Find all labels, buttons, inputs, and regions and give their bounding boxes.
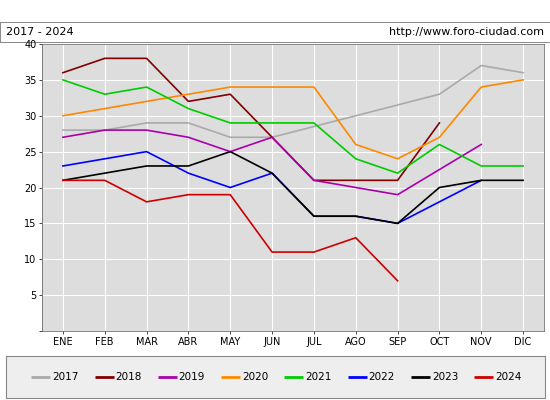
Text: 2019: 2019 xyxy=(179,372,205,382)
Text: 2020: 2020 xyxy=(242,372,268,382)
Text: http://www.foro-ciudad.com: http://www.foro-ciudad.com xyxy=(389,27,544,37)
Text: 2018: 2018 xyxy=(116,372,142,382)
Text: Evolucion del paro registrado en Crémenes: Evolucion del paro registrado en Crémene… xyxy=(125,4,425,18)
Text: 2023: 2023 xyxy=(432,372,459,382)
Text: 2017: 2017 xyxy=(52,372,79,382)
Text: 2021: 2021 xyxy=(305,372,332,382)
Text: 2024: 2024 xyxy=(496,372,522,382)
Text: 2017 - 2024: 2017 - 2024 xyxy=(6,27,73,37)
Text: 2022: 2022 xyxy=(368,372,395,382)
